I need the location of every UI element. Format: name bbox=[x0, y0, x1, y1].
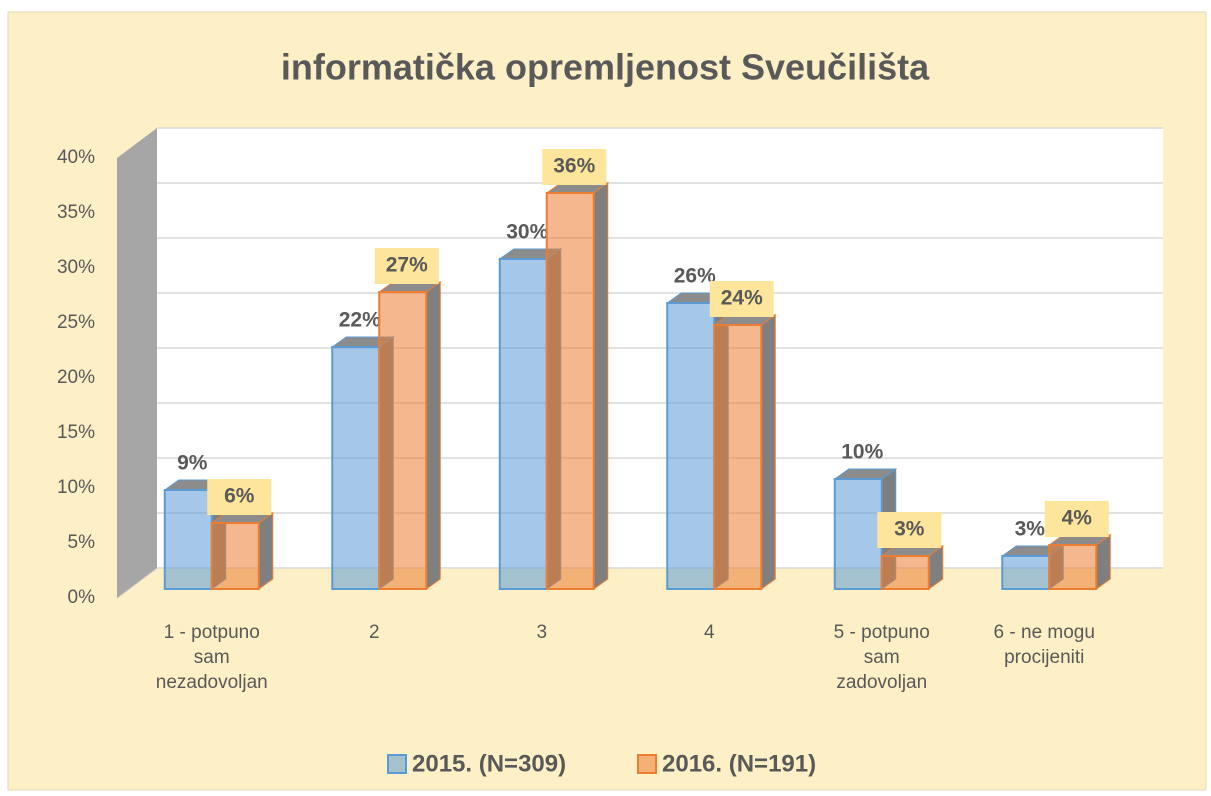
data-label-box bbox=[374, 248, 439, 284]
y-tick-label: 10% bbox=[57, 477, 95, 498]
bar bbox=[378, 291, 428, 590]
y-tick-label: 35% bbox=[57, 202, 95, 223]
bar bbox=[666, 302, 716, 590]
x-tick-label: 4 bbox=[703, 622, 715, 643]
bar bbox=[880, 555, 930, 590]
bar bbox=[1001, 555, 1051, 590]
y-tick-label: 30% bbox=[57, 257, 95, 278]
data-label: 6% bbox=[224, 485, 255, 508]
data-label: 4% bbox=[1062, 507, 1093, 530]
data-label: 24% bbox=[721, 287, 763, 310]
legend-swatch bbox=[637, 754, 657, 774]
legend-label: 2015. (N=309) bbox=[412, 750, 566, 777]
bar bbox=[331, 346, 381, 590]
data-label: 26% bbox=[674, 265, 716, 288]
bar bbox=[1048, 544, 1098, 590]
x-tick-label: 3 bbox=[536, 622, 548, 643]
data-label: 10% bbox=[841, 441, 883, 464]
bar bbox=[210, 522, 260, 590]
floor-line bbox=[116, 567, 158, 599]
bar-side bbox=[760, 314, 776, 590]
bar-side bbox=[258, 512, 274, 590]
x-tick-label: 1 - potpuno sam nezadovoljan bbox=[155, 622, 268, 693]
data-label-box bbox=[542, 149, 607, 185]
data-label: 27% bbox=[386, 254, 428, 277]
chart-title: informatička opremljenost Sveučilišta bbox=[281, 47, 930, 88]
data-label: 9% bbox=[177, 452, 208, 475]
y-tick-label: 5% bbox=[68, 532, 96, 553]
x-tick-label: 2 bbox=[368, 622, 380, 643]
data-label: 30% bbox=[506, 221, 548, 244]
data-label-box bbox=[877, 512, 942, 548]
side-wall bbox=[117, 128, 157, 598]
bar bbox=[545, 192, 595, 590]
data-label: 3% bbox=[1015, 518, 1046, 541]
bar bbox=[833, 478, 883, 590]
data-label: 22% bbox=[339, 309, 381, 332]
data-label-box bbox=[1044, 501, 1109, 537]
bar-side bbox=[593, 182, 609, 590]
bar bbox=[498, 258, 548, 590]
bar bbox=[713, 324, 763, 590]
x-tick-label: 5 - potpuno sam zadovoljan bbox=[833, 622, 930, 693]
data-label-box bbox=[709, 281, 774, 317]
legend-swatch bbox=[387, 754, 407, 774]
y-tick-label: 20% bbox=[57, 367, 95, 388]
legend-label: 2016. (N=191) bbox=[662, 750, 816, 777]
bar-side bbox=[425, 281, 441, 590]
y-tick-label: 40% bbox=[57, 147, 95, 168]
x-tick-label: 6 - ne mogu procijeniti bbox=[993, 622, 1095, 668]
y-tick-label: 15% bbox=[57, 422, 95, 443]
y-tick-label: 0% bbox=[68, 587, 96, 608]
y-tick-label: 25% bbox=[57, 312, 95, 333]
data-label: 36% bbox=[553, 155, 595, 178]
data-label-box bbox=[207, 479, 272, 515]
bar bbox=[163, 489, 213, 590]
data-label: 3% bbox=[894, 518, 925, 541]
